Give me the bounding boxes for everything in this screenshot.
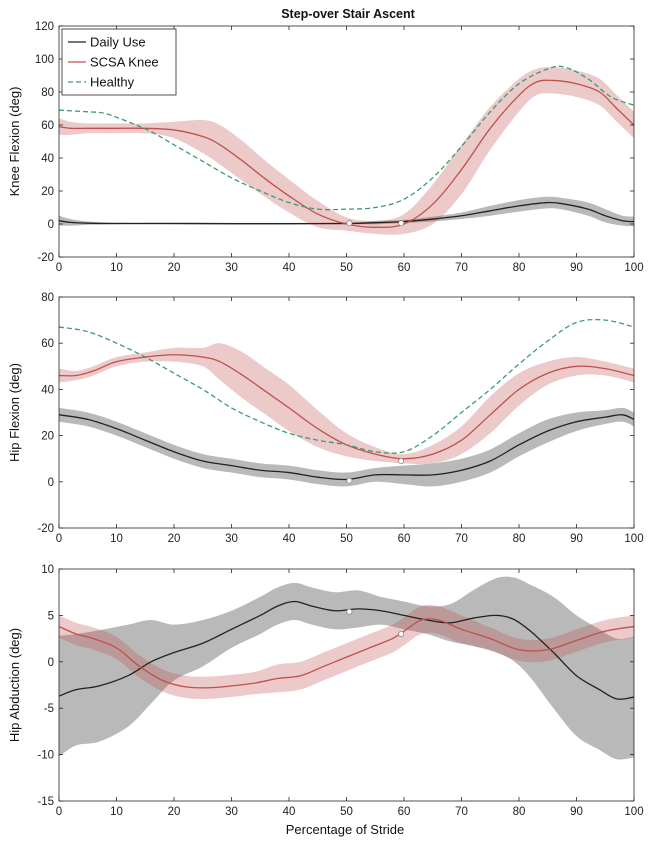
legend: Daily Use SCSA Knee Healthy <box>61 28 177 96</box>
x-tick-label: 70 <box>455 533 468 545</box>
scsa-knee-marker <box>398 630 405 637</box>
y-tick-label: 100 <box>35 54 54 66</box>
y-tick-label: -5 <box>44 703 54 715</box>
daily-use-marker <box>346 477 353 484</box>
x-tick-label: 40 <box>283 533 296 545</box>
daily-use-marker <box>346 608 353 615</box>
x-tick-label: 100 <box>624 262 643 274</box>
x-tick-label: 70 <box>455 262 468 274</box>
x-tick-label: 80 <box>513 806 526 818</box>
scsa-knee-marker <box>398 458 405 465</box>
x-tick-label: 40 <box>283 806 296 818</box>
x-tick-label: 30 <box>225 533 238 545</box>
scsa-knee-line <box>59 354 634 460</box>
y-tick-label: 120 <box>35 21 54 33</box>
plot-area <box>59 318 634 487</box>
scsa-knee-band <box>59 604 634 700</box>
x-tick-label: 80 <box>513 533 526 545</box>
y-tick-label: 60 <box>41 338 54 350</box>
scsa-knee-line <box>59 618 634 689</box>
scsa-knee-marker <box>398 220 405 227</box>
plot-area <box>59 65 634 235</box>
y-tick-label: 5 <box>48 610 54 622</box>
x-tick-label: 50 <box>340 806 353 818</box>
healthy-line <box>59 318 634 454</box>
x-tick-label: 60 <box>398 806 411 818</box>
y-tick-label: 0 <box>48 657 54 669</box>
x-tick-label: 100 <box>624 533 643 545</box>
daily-use-band <box>59 576 634 760</box>
x-tick-label: 20 <box>168 806 181 818</box>
knee-flexion-panel: 0 10 20 30 40 50 60 70 80 90 100-20020406080100120… <box>7 21 644 274</box>
y-axis-label: Hip Flexion (deg) <box>7 363 22 462</box>
x-tick-label: 50 <box>340 533 353 545</box>
y-tick-label: -15 <box>37 796 54 808</box>
figure-title: Step-over Stair Ascent <box>281 7 415 21</box>
y-tick-label: 80 <box>41 87 54 99</box>
y-axis-label: Knee Flexion (deg) <box>7 87 22 197</box>
y-tick-label: -20 <box>37 523 54 535</box>
scsa-knee-band <box>59 343 634 465</box>
x-tick-label: 10 <box>110 262 123 274</box>
x-tick-label: 70 <box>455 806 468 818</box>
scsa-knee-band <box>59 67 634 235</box>
legend-label-scsa-knee: SCSA Knee <box>90 55 159 70</box>
hip-abduction-panel: 0 10 20 30 40 50 60 70 80 90 100 -15 -10 -5 0 5 10 Hip Ab… <box>7 564 644 818</box>
y-tick-label: 10 <box>41 564 54 576</box>
y-tick-label: 40 <box>41 153 54 165</box>
x-tick-label: 90 <box>570 262 583 274</box>
x-tick-label: 90 <box>570 806 583 818</box>
x-axis-label: Percentage of Stride <box>286 822 405 837</box>
x-tick-label: 50 <box>340 262 353 274</box>
x-tick-label: 20 <box>168 262 181 274</box>
y-tick-label: -10 <box>37 750 54 762</box>
y-tick-label: 40 <box>41 384 54 396</box>
axes-frame <box>58 296 635 529</box>
plot-area <box>59 576 634 760</box>
x-tick-label: 40 <box>283 262 296 274</box>
x-tick-label: 20 <box>168 533 181 545</box>
y-tick-label: 20 <box>41 186 54 198</box>
daily-use-line <box>59 414 634 481</box>
y-tick-label: 80 <box>41 292 54 304</box>
legend-label-healthy: Healthy <box>90 75 135 90</box>
legend-label-daily-use: Daily Use <box>90 35 146 50</box>
x-tick-label: 90 <box>570 533 583 545</box>
x-tick-label: 10 <box>110 806 123 818</box>
x-tick-label: 100 <box>624 806 643 818</box>
daily-use-line <box>59 201 634 225</box>
daily-use-line <box>59 600 634 700</box>
daily-use-marker <box>346 220 353 227</box>
daily-use-band <box>59 407 634 487</box>
healthy-line <box>59 65 634 211</box>
y-tick-label: 20 <box>41 431 54 443</box>
x-tick-label: 30 <box>225 806 238 818</box>
x-tick-label: 0 <box>56 533 62 545</box>
x-tick-label: 60 <box>398 533 411 545</box>
x-tick-label: 10 <box>110 533 123 545</box>
x-tick-label: 0 <box>56 262 62 274</box>
x-tick-label: 80 <box>513 262 526 274</box>
x-tick-label: 60 <box>398 262 411 274</box>
x-tick-label: 30 <box>225 262 238 274</box>
y-tick-label: 0 <box>48 477 54 489</box>
y-axis-label: Hip Abduction (deg) <box>7 628 22 742</box>
y-tick-label: 60 <box>41 120 54 132</box>
x-tick-label: 0 <box>56 806 62 818</box>
y-tick-label: 0 <box>48 219 54 231</box>
y-tick-label: -20 <box>37 252 54 264</box>
